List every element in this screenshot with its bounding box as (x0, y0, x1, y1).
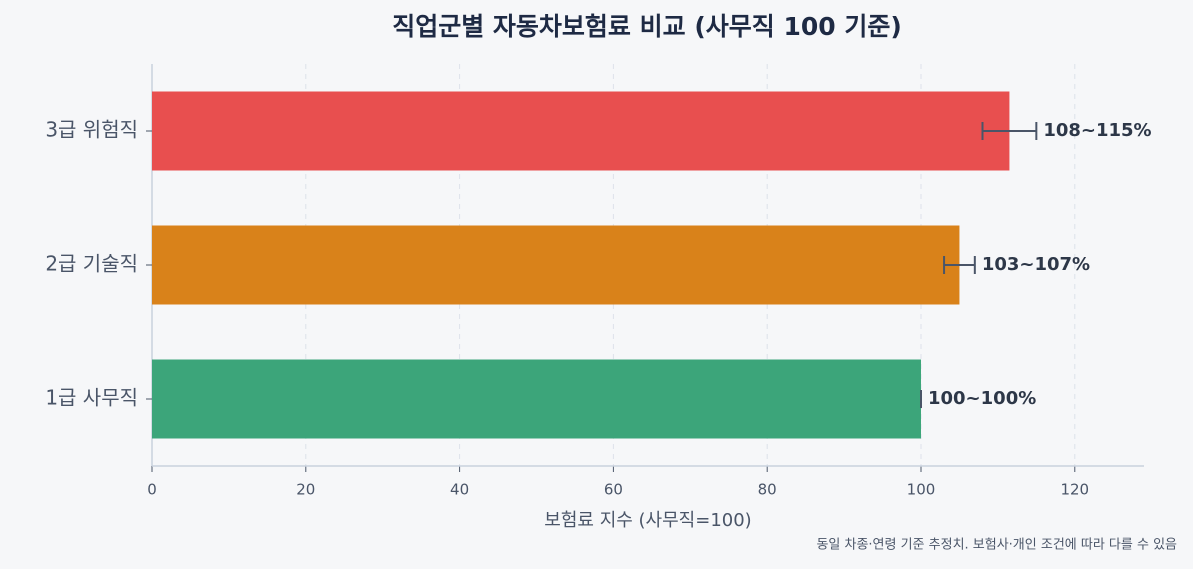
error-bar (943, 256, 976, 274)
y-tick-label: 3급 위험직 (45, 118, 138, 142)
footnote: 동일 차종·연령 기준 추정치. 보험사·개인 조건에 따라 다를 수 있음 (816, 538, 1177, 553)
range-label: 103~107% (982, 254, 1090, 275)
bar (152, 359, 921, 439)
x-axis-label: 보험료 지수 (사무직=100) (544, 510, 751, 531)
x-tick-label: 120 (1060, 481, 1089, 499)
error-bar (981, 122, 1038, 140)
y-tick-label: 1급 사무직 (45, 386, 138, 410)
chart-title: 직업군별 자동차보험료 비교 (사무직 100 기준) (392, 12, 902, 41)
x-tick-label: 60 (604, 481, 623, 499)
bar (152, 91, 1010, 171)
x-tick-label: 40 (450, 481, 469, 499)
bar (152, 225, 960, 305)
x-tick-label: 80 (758, 481, 777, 499)
x-tick-label: 0 (147, 481, 157, 499)
x-tick-label: 100 (907, 481, 936, 499)
range-label: 100~100% (928, 388, 1036, 409)
x-tick-label: 20 (296, 481, 315, 499)
range-label: 108~115% (1043, 120, 1151, 141)
y-tick-label: 2급 기술직 (45, 252, 138, 276)
